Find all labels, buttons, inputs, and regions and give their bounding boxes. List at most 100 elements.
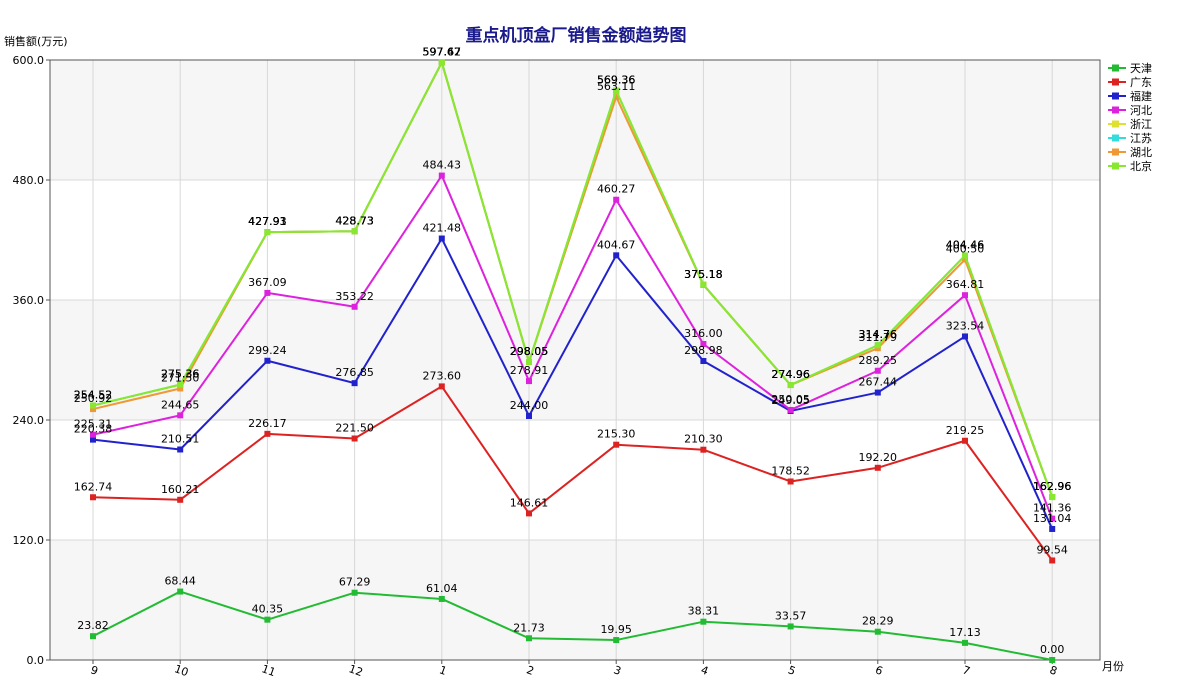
data-label: 428.73: [335, 214, 374, 227]
legend-item: 天津: [1108, 62, 1152, 75]
legend-marker: [1112, 120, 1119, 128]
data-point: [613, 637, 620, 644]
data-label: 404.46: [946, 239, 985, 252]
data-label: 569.36: [597, 74, 636, 87]
data-point: [90, 436, 96, 443]
data-point: [526, 413, 532, 419]
data-label: 421.48: [423, 222, 462, 235]
x-axis-ticks: 9 10 11 12 1 2 3 4 5 6 7 8: [89, 660, 1059, 679]
data-point: [787, 478, 794, 485]
data-label: 267.44: [859, 376, 898, 389]
data-point: [264, 229, 271, 236]
data-point: [962, 333, 968, 340]
data-point: [700, 618, 707, 625]
data-label: 250.92: [74, 392, 113, 405]
data-point: [438, 235, 445, 242]
data-point: [90, 402, 96, 409]
y-axis-ticks: 0.0 120.0 240.0 360.0 480.0 600.0: [13, 54, 50, 667]
data-point: [177, 412, 184, 419]
legend-label: 福建: [1130, 89, 1152, 103]
data-point: [526, 358, 532, 365]
data-label: 271.50: [161, 372, 200, 385]
series-line: [92, 174, 1054, 520]
data-label: 162.96: [1033, 480, 1072, 493]
data-point: [177, 385, 184, 392]
plot-background-bands: [50, 60, 1100, 660]
data-label: 314.76: [859, 328, 898, 341]
data-label: 276.85: [335, 366, 374, 379]
data-label: 215.30: [597, 428, 636, 441]
data-point: [962, 639, 968, 646]
data-label: 33.57: [775, 609, 807, 622]
y-tick-label: 360.0: [13, 294, 45, 307]
data-point: [90, 431, 96, 438]
plot-frame: [49, 59, 1101, 661]
data-point: [264, 357, 271, 364]
data-point: [438, 172, 445, 179]
series: [90, 235, 1056, 532]
data-label: 141.36: [1033, 502, 1072, 515]
legend-label: 浙江: [1130, 118, 1152, 131]
data-label: 278.91: [510, 364, 549, 377]
data-label: 404.46: [946, 239, 985, 252]
data-point: [1049, 525, 1056, 532]
plot-band: [50, 180, 1100, 300]
x-tick-label: 12: [347, 662, 365, 679]
x-tick-label: 11: [260, 662, 278, 679]
series: [90, 588, 1056, 663]
data-label: 244.65: [161, 398, 200, 411]
data-label: 162.96: [1033, 480, 1072, 493]
data-point: [1049, 557, 1056, 564]
data-label: 298.05: [510, 345, 549, 358]
data-point: [177, 446, 184, 453]
data-label: 274.96: [771, 368, 810, 381]
data-point: [787, 382, 794, 389]
legend-label: 天津: [1130, 62, 1152, 75]
data-label: 597.67: [423, 45, 462, 58]
series-line: [92, 237, 1054, 530]
data-point: [874, 389, 881, 396]
data-point: [438, 595, 445, 602]
data-point: [962, 292, 968, 299]
legend-item: 福建: [1108, 89, 1152, 103]
data-point: [90, 406, 96, 413]
data-point: [700, 358, 707, 365]
data-label: 460.27: [597, 183, 636, 196]
data-point: [962, 256, 968, 263]
data-point: [787, 623, 794, 630]
data-labels: 23.82 68.44 40.35 67.29 61.04 21.73 19.95 38.31…: [74, 45, 1072, 656]
data-point: [874, 342, 881, 349]
series-line: [92, 385, 1054, 562]
data-label: 192.20: [859, 451, 898, 464]
legend-marker: [1112, 106, 1119, 114]
data-label: 221.50: [335, 422, 374, 435]
legend-item: 湖北: [1108, 146, 1152, 159]
data-label: 428.73: [335, 214, 374, 227]
data-point: [700, 281, 707, 288]
data-label: 427.93: [248, 215, 287, 228]
data-point: [787, 406, 794, 413]
data-label: 160.21: [161, 483, 200, 496]
data-label: 226.17: [248, 417, 287, 430]
data-label: 428.73: [335, 214, 374, 227]
data-label: 19.95: [600, 623, 632, 636]
data-point: [613, 93, 620, 100]
data-point: [264, 616, 271, 623]
data-point: [526, 510, 532, 517]
data-label: 316.00: [684, 327, 723, 340]
data-label: 38.31: [688, 605, 720, 618]
x-tick-label: 3: [612, 663, 623, 678]
data-label: 99.54: [1036, 543, 1068, 556]
data-point: [438, 383, 445, 390]
data-label: 311.79: [859, 331, 898, 344]
series-line: [92, 61, 1054, 498]
data-label: 254.52: [74, 388, 113, 401]
x-tick-label: 5: [786, 663, 797, 678]
data-label: 28.29: [862, 615, 894, 628]
data-label: 254.52: [74, 388, 113, 401]
data-label: 275.36: [161, 368, 200, 381]
data-label: 210.30: [684, 433, 723, 446]
data-label: 404.46: [946, 239, 985, 252]
plot-band: [50, 300, 1100, 420]
